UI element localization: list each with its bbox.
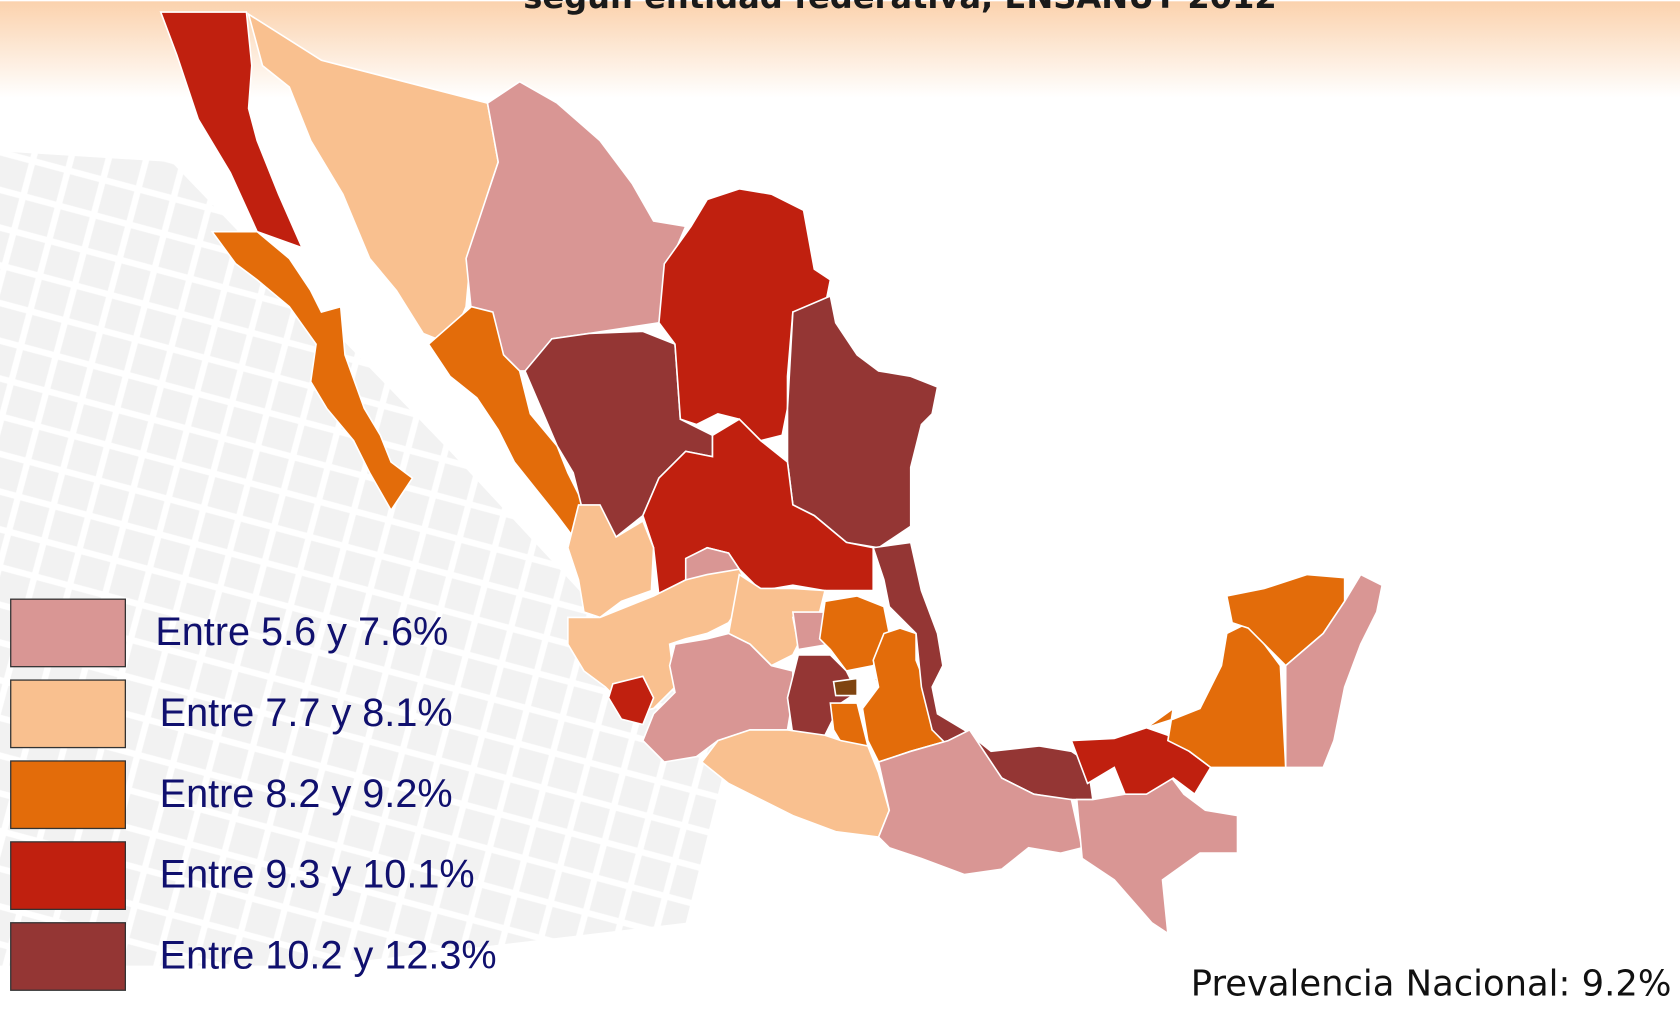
legend-swatch: [10, 679, 126, 749]
state-region: [818, 595, 891, 672]
legend-swatch: [10, 760, 126, 830]
state-region: [658, 187, 832, 442]
legend-swatch: [10, 922, 126, 991]
background-tiles: [0, 151, 729, 966]
legend-label: Entre 9.3 y 10.1%: [160, 853, 475, 897]
state-region: [684, 546, 741, 581]
state-region: [877, 728, 1084, 876]
title: según entidad federativa, ENSANUT 2012: [523, 0, 1276, 16]
state-region: [786, 294, 939, 549]
legend: Entre 5.6 y 7.6% Entre 7.7 y 8.1% Entre 8.…: [10, 598, 497, 991]
legend-swatch: [10, 841, 126, 910]
state-region: [1284, 573, 1384, 769]
map: [159, 11, 1384, 936]
state-region: [1145, 621, 1287, 769]
legend-label: Entre 7.7 y 8.1%: [160, 691, 453, 735]
legend-label: Entre 10.2 y 12.3%: [160, 934, 497, 978]
state-region: [465, 80, 687, 372]
state-region: [1075, 766, 1239, 936]
legend-label: Entre 8.2 y 9.2%: [160, 772, 453, 816]
state-region: [607, 675, 655, 726]
state-region: [159, 11, 304, 250]
state-region: [700, 729, 891, 838]
state-region: [567, 504, 655, 619]
state-region: [210, 230, 414, 512]
national-note: Prevalencia Nacional: 9.2%: [1191, 964, 1672, 1005]
legend-label: Entre 5.6 y 7.6%: [155, 610, 448, 654]
state-region: [832, 677, 858, 697]
legend-swatch: [10, 598, 126, 668]
